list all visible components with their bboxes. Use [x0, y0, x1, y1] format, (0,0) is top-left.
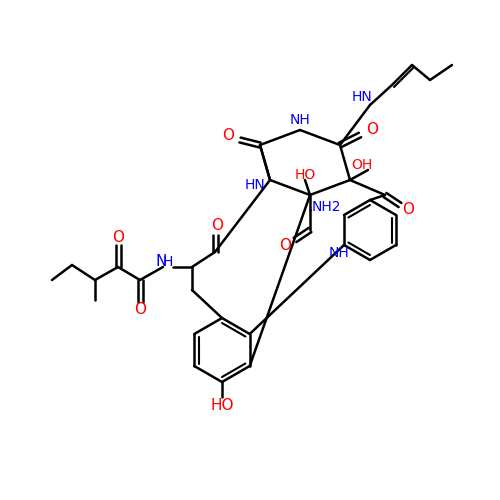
Text: NH: NH [328, 246, 349, 260]
Text: HN: HN [244, 178, 266, 192]
Text: HO: HO [210, 398, 234, 413]
Text: N: N [156, 254, 166, 270]
Text: O: O [366, 122, 378, 138]
Text: HO: HO [294, 168, 316, 182]
Text: O: O [211, 218, 223, 234]
Text: O: O [279, 238, 291, 252]
Text: OH: OH [352, 158, 372, 172]
Text: HN: HN [352, 90, 372, 104]
Text: H: H [163, 255, 173, 269]
Text: NH2: NH2 [312, 200, 341, 214]
Text: O: O [222, 128, 234, 142]
Text: NH: NH [290, 113, 310, 127]
Text: O: O [112, 230, 124, 244]
Text: O: O [134, 302, 146, 318]
Text: O: O [402, 202, 414, 218]
